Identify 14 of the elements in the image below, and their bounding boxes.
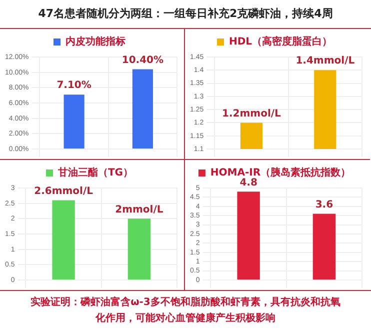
data-label: 2.6mmol/L [34,186,94,197]
chart-title: 47名患者随机分为两组：一组每日补充2克磷虾油，持续4周 [37,6,334,22]
data-label: 1.2mmol/L [222,108,282,120]
legend-label: 甘油三酯（TG） [56,166,134,179]
data-label: 3.6 [315,199,334,210]
data-label: 10.40% [122,54,164,66]
text: 实验证明：磷虾油富含ω-3多不饱和脂肪酸和虾青素，具有抗炎和抗氧化作用，可能对心血管健康产生积极影响 [30,295,341,326]
data-label: 1.4mmol/L [296,56,356,67]
data-label: 2mmol/L [115,204,164,216]
data-label: 4.8 [240,177,258,188]
legend-label: HDL（高密度脂蛋白） [228,36,332,48]
legend-label: 内皮功能指标 [66,36,126,48]
legend-label: HOMA-IR（胰岛素抵抗指数） [210,166,351,179]
data-label: 7.10% [56,80,92,92]
